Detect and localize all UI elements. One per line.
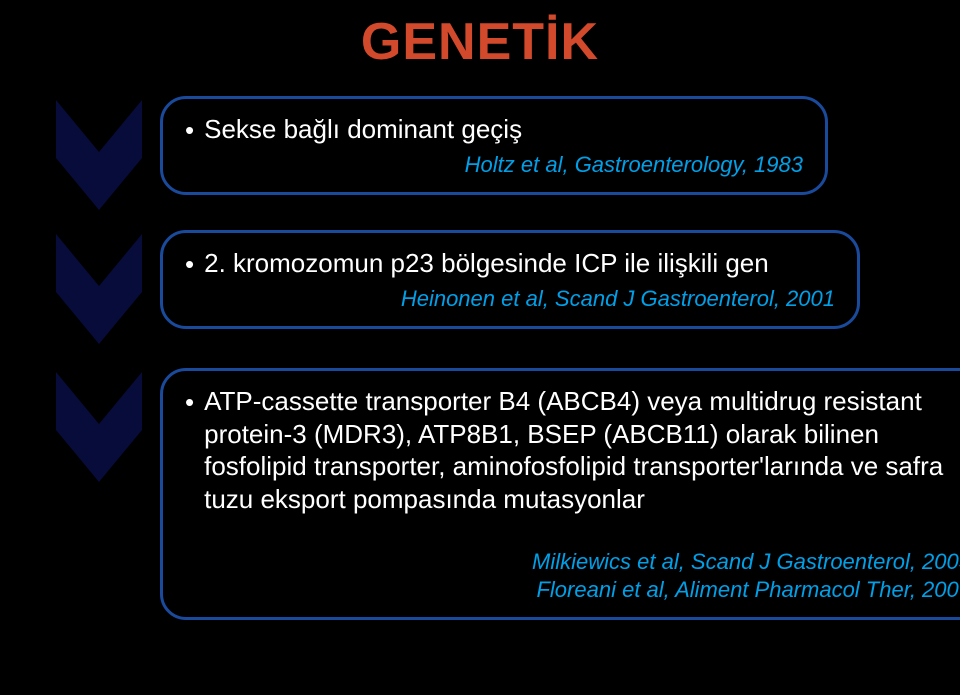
bullet-icon: • <box>185 387 194 418</box>
citation-line1: Milkiewics et al, Scand J Gastroenterol,… <box>532 549 960 574</box>
block-3-text: ATP-cassette transporter B4 (ABCB4) veya… <box>204 385 960 515</box>
trailing-dot: . <box>185 511 960 542</box>
chevron-down-icon <box>56 100 142 210</box>
block-2-citation: Heinonen et al, Scand J Gastroenterol, 2… <box>185 286 835 312</box>
content-box-1: • Sekse bağlı dominant geçiş Holtz et al… <box>160 96 828 195</box>
content-box-3: • ATP-cassette transporter B4 (ABCB4) ve… <box>160 368 960 620</box>
block-1-text: Sekse bağlı dominant geçiş <box>204 113 522 146</box>
block-3-citation: Milkiewics et al, Scand J Gastroenterol,… <box>185 548 960 603</box>
content-box-2: • 2. kromozomun p23 bölgesinde ICP ile i… <box>160 230 860 329</box>
citation-line2: Floreani et al, Aliment Pharmacol Ther, … <box>536 577 960 602</box>
block-1-citation: Holtz et al, Gastroenterology, 1983 <box>185 152 803 178</box>
chevron-down-icon <box>56 372 142 482</box>
bullet-icon: • <box>185 115 194 146</box>
info-block-1: • Sekse bağlı dominant geçiş Holtz et al… <box>56 96 828 210</box>
block-2-text: 2. kromozomun p23 bölgesinde ICP ile ili… <box>204 247 769 280</box>
page-title: GENETİK <box>0 12 960 72</box>
chevron-down-icon <box>56 234 142 344</box>
info-block-2: • 2. kromozomun p23 bölgesinde ICP ile i… <box>56 230 860 344</box>
bullet-icon: • <box>185 249 194 280</box>
info-block-3: • ATP-cassette transporter B4 (ABCB4) ve… <box>56 368 960 620</box>
